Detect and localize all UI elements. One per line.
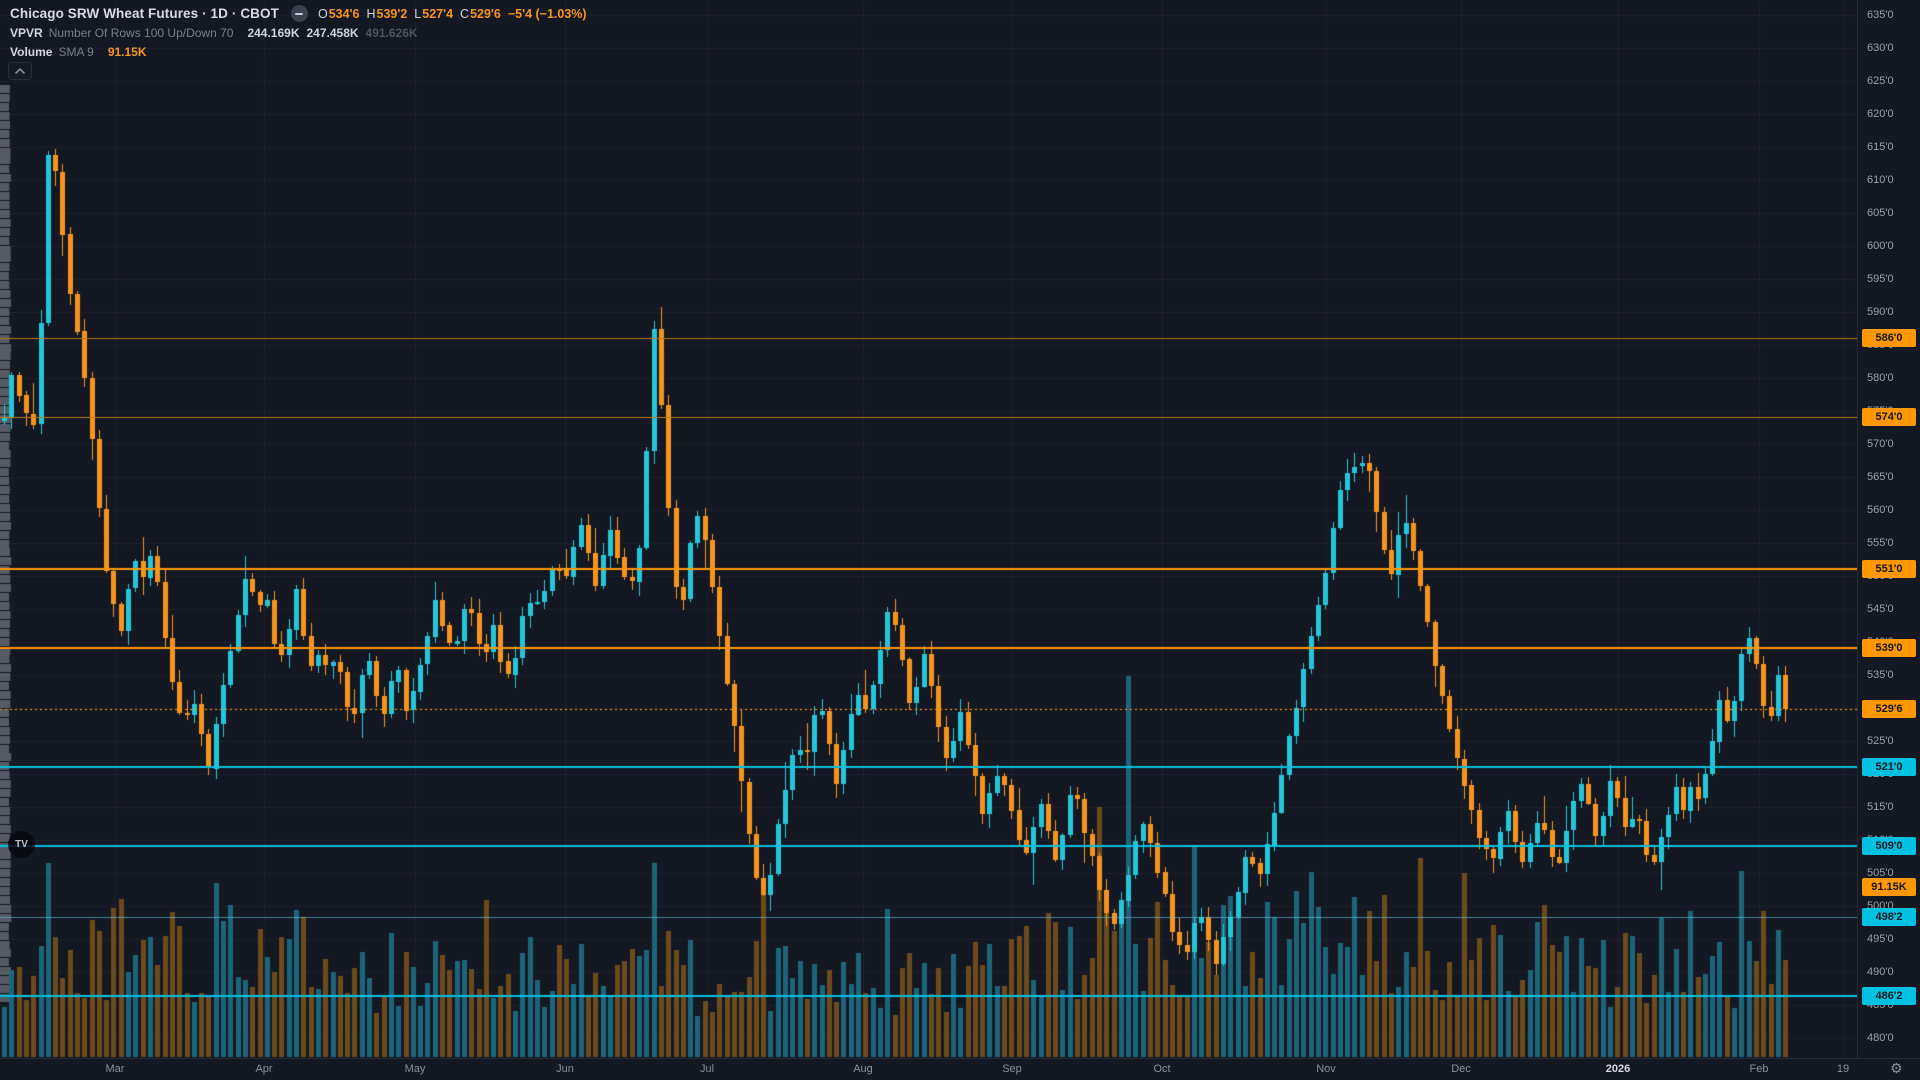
price-tick-label: 610'0 (1867, 173, 1894, 186)
price-level-badge: 498'2 (1862, 908, 1916, 927)
price-tick-label: 495'0 (1867, 932, 1894, 945)
price-tick-label: 625'0 (1867, 74, 1894, 87)
open-value: 534'6 (328, 6, 360, 21)
vpvr-indicator-row[interactable]: VPVR Number Of Rows 100 Up/Down 70 244.1… (10, 23, 587, 42)
time-tick-label: Feb (1749, 1063, 1769, 1075)
time-tick-label: Apr (255, 1063, 273, 1075)
tradingview-logo-text: TV (15, 839, 28, 850)
price-tick-label: 535'0 (1867, 668, 1894, 681)
collapse-legend-button[interactable] (8, 62, 32, 80)
vpvr-value-3: 491.626K (365, 25, 418, 40)
close-key: C (460, 6, 470, 21)
current-price-badge: 529'6 (1862, 700, 1916, 719)
close-value: 529'6 (470, 6, 501, 21)
time-tick-label: Mar (105, 1063, 125, 1075)
vpvr-value-2: 247.458K (306, 25, 359, 40)
price-tick-label: 600'0 (1867, 239, 1894, 252)
price-tick-label: 565'0 (1867, 470, 1894, 483)
high-value: 539'2 (376, 6, 408, 21)
volume-value: 91.15K (107, 44, 147, 59)
price-level-badge: 574'0 (1862, 408, 1916, 427)
chevron-up-icon (15, 68, 25, 74)
price-tick-label: 490'0 (1867, 965, 1894, 978)
price-chart-canvas[interactable] (0, 0, 1857, 1058)
price-level-badge: 509'0 (1862, 837, 1916, 856)
gear-icon[interactable]: ⚙ (1890, 1061, 1903, 1077)
low-value: 527'4 (422, 6, 454, 21)
time-tick-label: Jul (699, 1063, 715, 1075)
price-tick-label: 615'0 (1867, 140, 1894, 153)
time-tick-label: Sep (1002, 1063, 1022, 1075)
ohlc-values: O 534'6 H 539'2 L 527'4 C 529'6 −5'4 (−1.03%… (318, 7, 587, 21)
price-tick-label: 620'0 (1867, 107, 1894, 120)
vpvr-params: Number Of Rows 100 Up/Down 70 (48, 25, 234, 40)
change-value: −5'4 (−1.03%) (507, 6, 587, 21)
time-tick-label: Aug (853, 1063, 873, 1075)
volume-name: Volume (10, 44, 53, 59)
price-tick-label: 525'0 (1867, 734, 1894, 747)
open-key: O (317, 6, 328, 21)
price-tick-label: 605'0 (1867, 206, 1894, 219)
price-tick-label: 580'0 (1867, 371, 1894, 384)
price-axis-scale[interactable]: 480'0485'0490'0495'0500'0505'0510'0515'0… (1857, 0, 1920, 1058)
price-tick-label: 590'0 (1867, 305, 1894, 318)
high-key: H (366, 6, 376, 21)
time-tick-label: 19 (1836, 1063, 1850, 1075)
price-tick-label: 595'0 (1867, 272, 1894, 285)
price-tick-label: 630'0 (1867, 41, 1894, 54)
low-key: L (414, 6, 422, 21)
symbol-title[interactable]: Chicago SRW Wheat Futures · 1D · CBOT (10, 6, 279, 21)
price-tick-label: 480'0 (1867, 1031, 1894, 1044)
price-tick-label: 515'0 (1867, 800, 1894, 813)
price-level-badge: 539'0 (1862, 639, 1916, 658)
price-tick-label: 545'0 (1867, 602, 1894, 615)
price-tick-label: 555'0 (1867, 536, 1894, 549)
current-volume-badge: 91.15K (1862, 878, 1916, 896)
price-tick-label: 560'0 (1867, 503, 1894, 516)
time-tick-label: 2026 (1605, 1063, 1631, 1075)
time-tick-label: Nov (1316, 1063, 1336, 1075)
vpvr-value-1: 244.169K (247, 25, 300, 40)
price-level-badge: 486'2 (1862, 987, 1916, 1006)
price-tick-label: 505'0 (1867, 866, 1894, 879)
tradingview-logo[interactable]: TV (8, 831, 35, 858)
price-level-badge: 521'0 (1862, 758, 1916, 776)
price-level-badge: 551'0 (1862, 560, 1916, 578)
time-tick-label: May (404, 1063, 426, 1075)
time-tick-label: Dec (1451, 1063, 1471, 1075)
price-tick-label: 570'0 (1867, 437, 1894, 450)
vpvr-name: VPVR (10, 25, 43, 40)
volume-indicator-row[interactable]: Volume SMA 9 91.15K (10, 42, 587, 61)
minus-circle-icon[interactable] (290, 5, 308, 22)
time-axis-scale[interactable]: ⚙ Mar Apr May Jun Jul Aug Sep Oct Nov Dec 2026 Feb 1… (0, 1058, 1920, 1080)
volume-params: SMA 9 (58, 44, 94, 59)
time-tick-label: Jun (556, 1063, 574, 1075)
price-level-badge: 586'0 (1862, 329, 1916, 347)
price-tick-label: 635'0 (1867, 8, 1894, 21)
time-tick-label: Oct (1153, 1063, 1171, 1075)
